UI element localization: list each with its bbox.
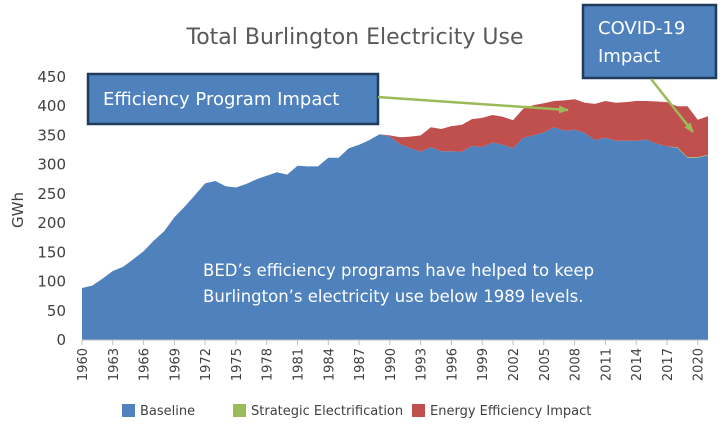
y-tick-label: 350 (37, 126, 66, 144)
y-tick-label: 450 (37, 68, 66, 86)
x-tick-label: 2020 (692, 348, 707, 381)
legend-label: Strategic Electrification (251, 404, 403, 419)
chart-title: Total Burlington Electricity Use (186, 25, 524, 50)
y-tick-label: 400 (37, 97, 66, 115)
x-tick-label: 1975 (230, 348, 245, 381)
legend-swatch (412, 404, 425, 417)
x-tick-label: 2014 (630, 348, 645, 381)
area-series-group (82, 99, 708, 340)
x-tick-label: 2011 (599, 348, 614, 381)
efficiency-arrow (377, 95, 569, 114)
area-series-energy-efficiency-impact (82, 99, 708, 288)
x-tick-label: 1981 (292, 348, 307, 381)
covid-callout-text-1: COVID-19 (598, 18, 685, 39)
y-tick-label: 100 (37, 273, 66, 291)
efficiency-callout-text: Efficiency Program Impact (103, 89, 339, 110)
y-tick-label: 0 (56, 331, 66, 349)
x-tick-label: 1963 (107, 348, 122, 381)
y-tick-label: 50 (47, 302, 66, 320)
legend-swatch (122, 404, 135, 417)
legend-label: Baseline (140, 404, 195, 419)
x-tick-label: 1972 (199, 348, 214, 381)
x-tick-label: 1987 (353, 348, 368, 381)
annotation-line-2: Burlington’s electricity use below 1989 … (203, 287, 584, 306)
legend-label: Energy Efficiency Impact (430, 404, 591, 419)
legend-swatch (233, 404, 246, 417)
x-axis-ticks: 1960 1963 1966 1969 1972 1975 1978 1981 1984 1987… (76, 340, 707, 381)
y-axis-ticks: 0 50 100 150 200 250 300 350 400 450 (37, 68, 66, 349)
x-tick-label: 2017 (661, 348, 676, 381)
covid-callout-box (581, 3, 718, 80)
x-tick-label: 1993 (415, 348, 430, 381)
x-tick-label: 1984 (322, 348, 337, 381)
legend: Baseline Strategic Electrification Energy … (122, 404, 591, 419)
x-tick-label: 1966 (138, 348, 153, 381)
covid-arrow (650, 78, 694, 133)
x-tick-label: 1969 (168, 348, 183, 381)
annotation-line-1: BED’s efficiency programs have helped to… (203, 261, 594, 280)
covid-callout-text-2: Impact (598, 46, 660, 67)
y-axis-label: GWh (9, 192, 27, 228)
y-tick-label: 300 (37, 156, 66, 174)
efficiency-callout-box (86, 72, 380, 126)
area-series-baseline (82, 127, 708, 340)
x-tick-label: 1978 (261, 348, 276, 381)
x-tick-label: 2005 (538, 348, 553, 381)
y-tick-label: 150 (37, 243, 66, 261)
x-tick-label: 1999 (476, 348, 491, 381)
x-tick-label: 2008 (569, 348, 584, 381)
y-tick-label: 250 (37, 185, 66, 203)
y-tick-label: 200 (37, 214, 66, 232)
x-tick-label: 1960 (76, 348, 91, 381)
x-tick-label: 2002 (507, 348, 522, 381)
x-tick-label: 1996 (445, 348, 460, 381)
x-tick-label: 1990 (384, 348, 399, 381)
